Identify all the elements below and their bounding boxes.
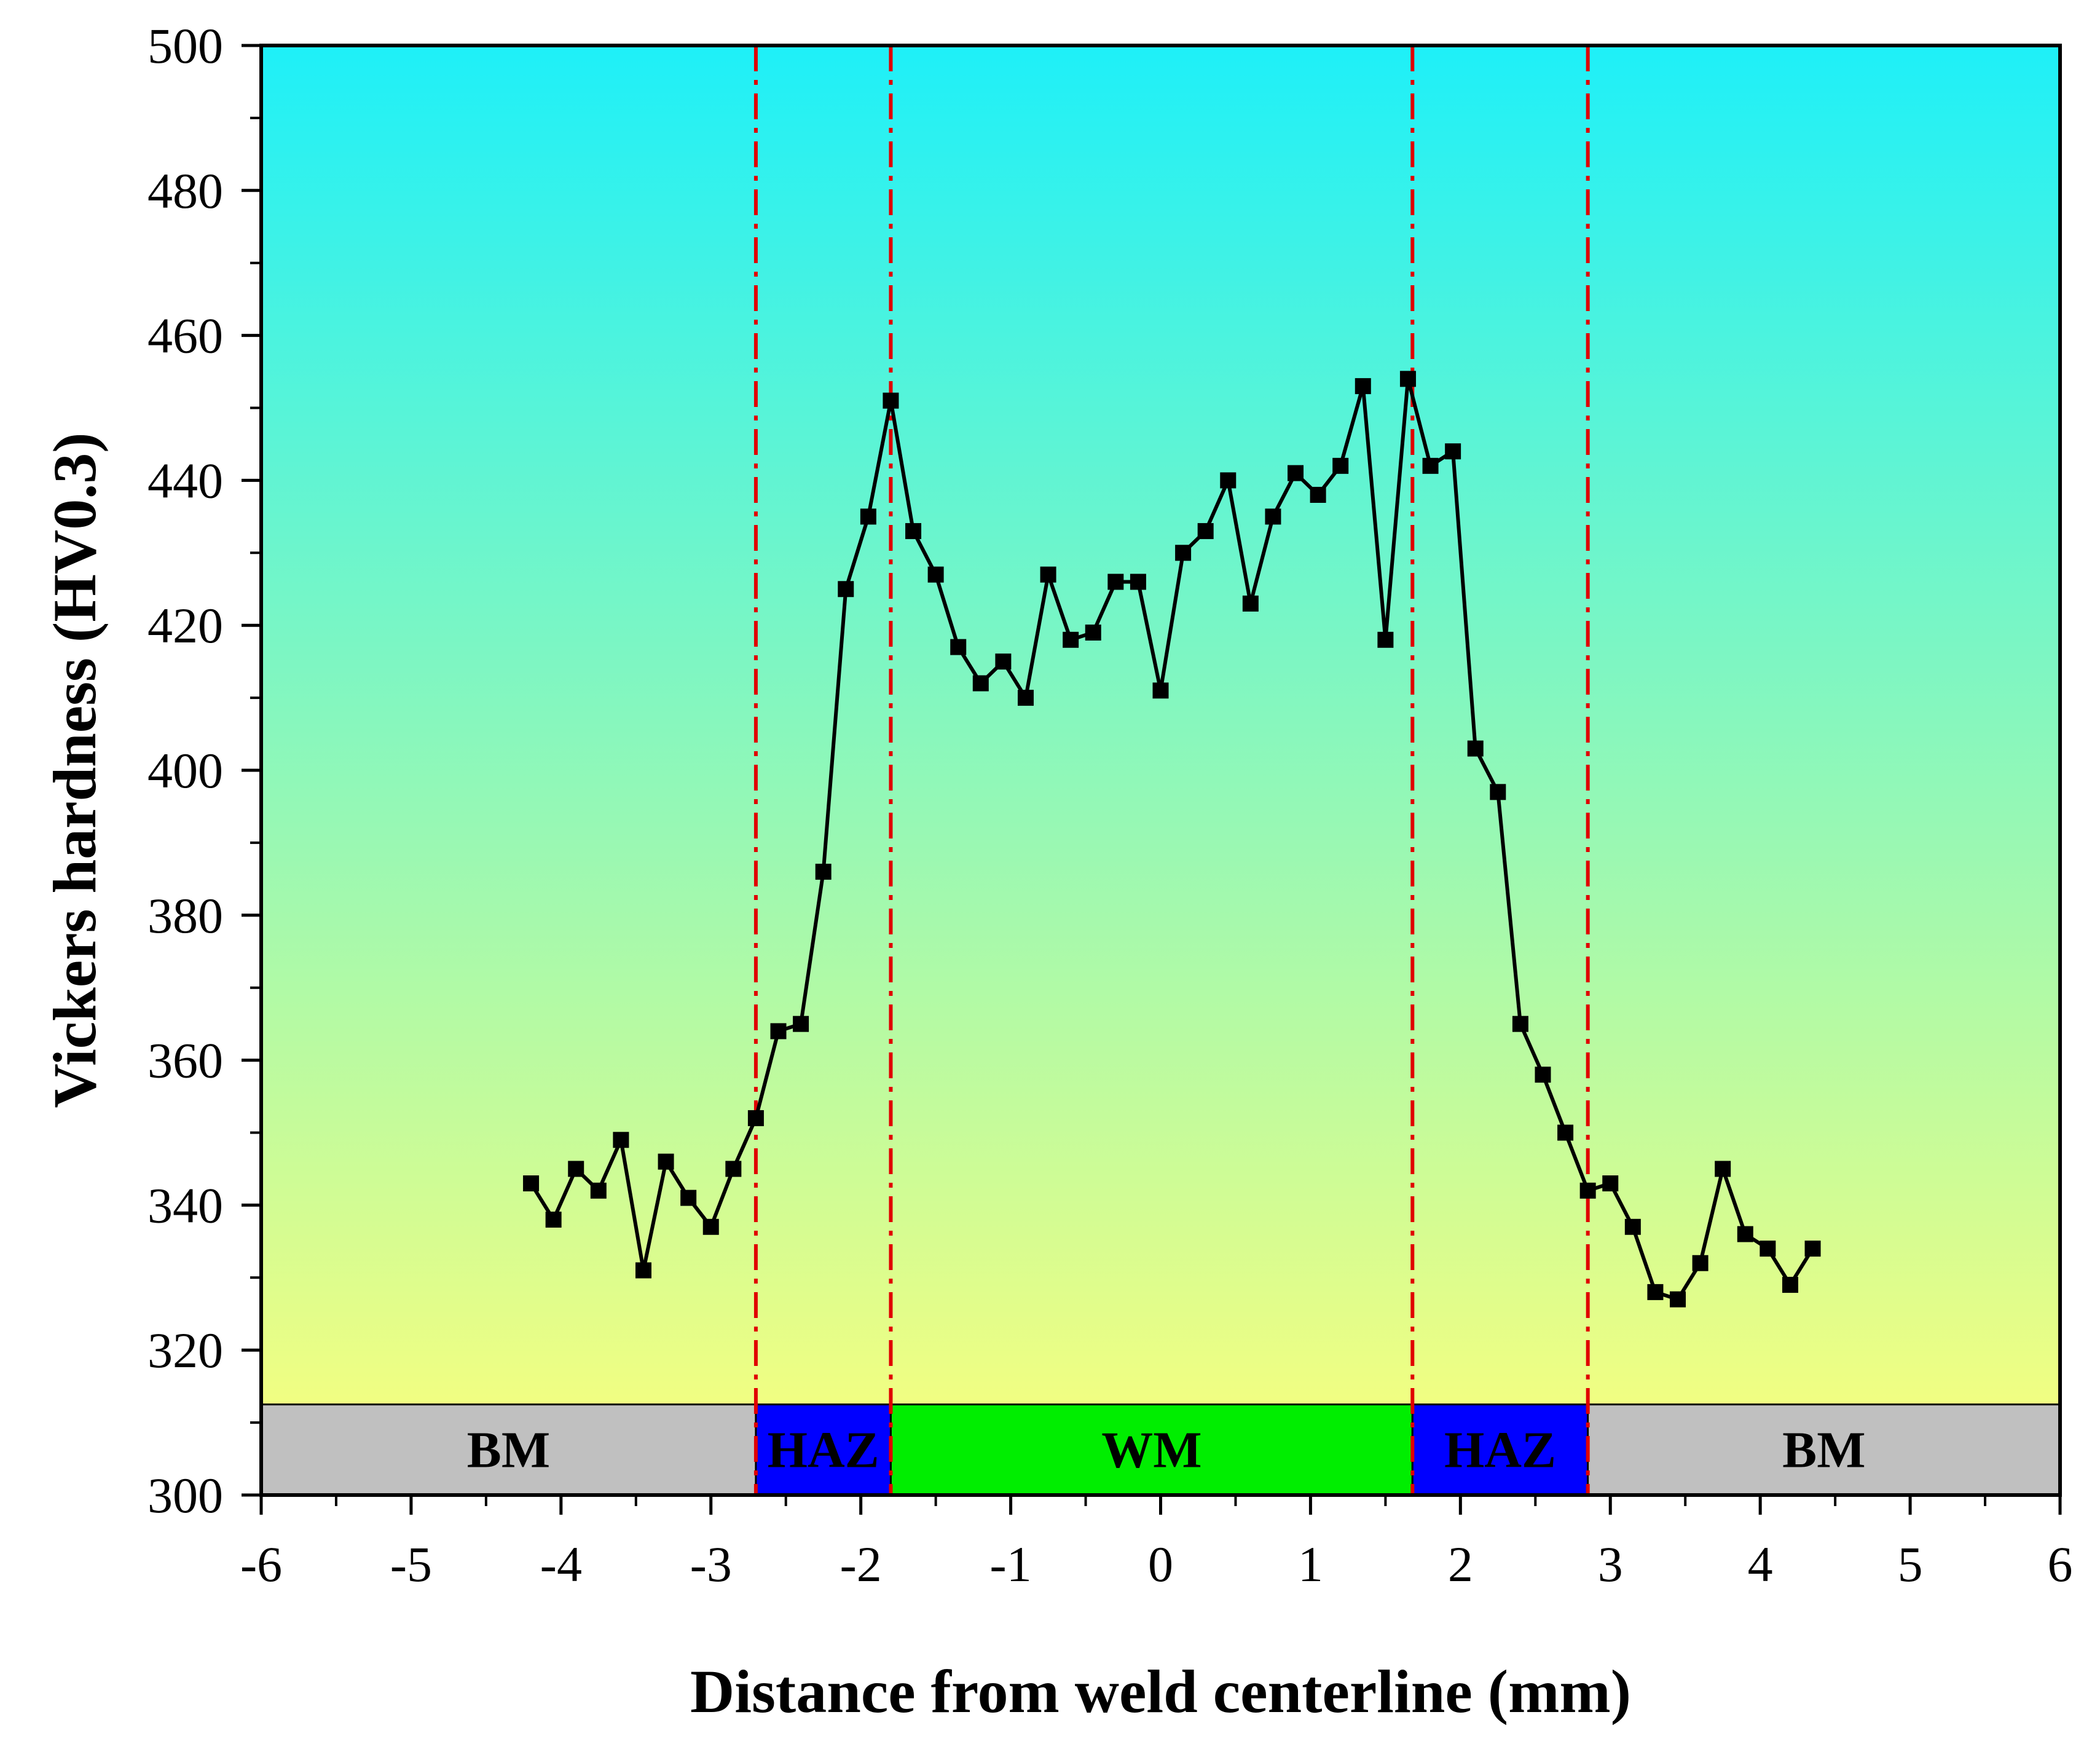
x-tick-label: 6 — [2048, 1536, 2073, 1592]
data-point — [680, 1190, 697, 1206]
data-point — [883, 392, 899, 409]
data-point — [1624, 1218, 1641, 1235]
data-point — [1085, 624, 1101, 641]
y-tick-label: 460 — [147, 308, 223, 364]
data-point — [1288, 465, 1304, 481]
data-point — [747, 1110, 764, 1126]
zone-bm-0 — [260, 1403, 757, 1496]
data-point — [1355, 378, 1371, 395]
y-tick-label: 480 — [147, 163, 223, 219]
data-point — [860, 508, 876, 525]
y-tick-label: 440 — [147, 452, 223, 508]
x-tick-label: 0 — [1148, 1536, 1173, 1592]
data-point — [1804, 1241, 1821, 1257]
data-point — [1332, 457, 1349, 474]
x-tick-label: -2 — [840, 1536, 882, 1592]
data-point — [1602, 1175, 1619, 1192]
series-line-hardness — [529, 377, 1815, 1301]
data-point — [1579, 1182, 1596, 1199]
zone-label-bm-0: BM — [467, 1421, 550, 1478]
zone-boundaries — [753, 45, 1590, 1495]
x-tick-label: 4 — [1748, 1536, 1773, 1592]
data-point — [972, 675, 989, 692]
data-point — [838, 581, 854, 598]
data-point — [1175, 545, 1192, 561]
y-tick-label: 360 — [147, 1033, 223, 1089]
data-point — [1063, 631, 1079, 648]
data-point — [1535, 1067, 1551, 1083]
data-point — [1490, 784, 1506, 800]
data-point — [1220, 472, 1237, 489]
data-point — [1692, 1255, 1709, 1271]
data-point — [568, 1161, 584, 1177]
data-point — [702, 1218, 719, 1235]
data-point — [905, 523, 922, 539]
zone-label-haz-3: HAZ — [1444, 1421, 1556, 1478]
data-point — [545, 1211, 562, 1228]
data-point — [1422, 457, 1439, 474]
data-point — [725, 1161, 742, 1177]
x-tick-label: 5 — [1898, 1536, 1923, 1592]
zone-haz-1 — [755, 1403, 892, 1496]
data-point — [1242, 595, 1259, 612]
data-point — [1377, 631, 1394, 648]
data-point — [1715, 1161, 1731, 1177]
data-point — [793, 1016, 809, 1032]
data-point — [815, 864, 832, 880]
data-point — [770, 1023, 787, 1040]
data-point — [1512, 1016, 1528, 1032]
data-point — [1130, 574, 1146, 590]
y-tick-label: 500 — [147, 18, 223, 74]
y-tick-label: 340 — [147, 1177, 223, 1233]
data-point — [1557, 1124, 1574, 1141]
data-point — [1152, 682, 1169, 699]
data-point — [1670, 1291, 1686, 1308]
x-tick-label: 3 — [1598, 1536, 1623, 1592]
x-tick-label: -5 — [390, 1536, 432, 1592]
y-tick-label: 400 — [147, 743, 223, 799]
data-point — [613, 1132, 629, 1148]
data-point — [1647, 1284, 1664, 1300]
data-point — [658, 1153, 674, 1170]
x-tick-label: -3 — [690, 1536, 732, 1592]
data-point — [1760, 1241, 1776, 1257]
data-point — [590, 1182, 607, 1199]
data-point — [1310, 486, 1326, 503]
y-tick-label: 380 — [147, 888, 223, 944]
data-point — [1017, 690, 1034, 706]
data-point — [523, 1175, 540, 1192]
y-tick-label: 300 — [147, 1467, 223, 1523]
zone-wm-2 — [889, 1403, 1414, 1496]
series-hardness — [523, 371, 1821, 1308]
data-point — [1107, 574, 1124, 590]
y-axis-title: Vickers hardness (HV0.3) — [41, 432, 109, 1108]
data-point — [1467, 740, 1484, 757]
data-point — [1265, 508, 1281, 525]
data-point — [1737, 1226, 1753, 1242]
y-tick-label: 320 — [147, 1322, 223, 1378]
data-point — [1197, 523, 1214, 539]
zone-label-haz-1: HAZ — [768, 1421, 879, 1478]
data-point — [1445, 443, 1461, 460]
x-tick-label: -6 — [240, 1536, 282, 1592]
y-tick-label: 420 — [147, 598, 223, 653]
x-tick-label: -4 — [540, 1536, 582, 1592]
zone-label-bm-4: BM — [1782, 1421, 1865, 1478]
data-point — [927, 566, 944, 583]
zone-label-wm-2: WM — [1101, 1421, 1201, 1478]
x-axis-title: Distance from weld centerline (mm) — [690, 1657, 1631, 1726]
x-tick-label: 2 — [1448, 1536, 1473, 1592]
data-point — [995, 653, 1012, 670]
data-point — [950, 639, 967, 655]
data-point — [635, 1262, 651, 1279]
data-point — [1040, 566, 1056, 583]
zone-bar: BM HAZ WM HAZ BM — [260, 1403, 2061, 1496]
axes: -6 -5 -4 -3 -2 -1 0 1 2 3 4 5 6 300 320 340 360 380 400 420… — [147, 18, 2073, 1592]
data-point — [1782, 1277, 1798, 1293]
data-point — [1399, 371, 1416, 387]
x-tick-label: -1 — [989, 1536, 1031, 1592]
x-tick-label: 1 — [1298, 1536, 1323, 1592]
